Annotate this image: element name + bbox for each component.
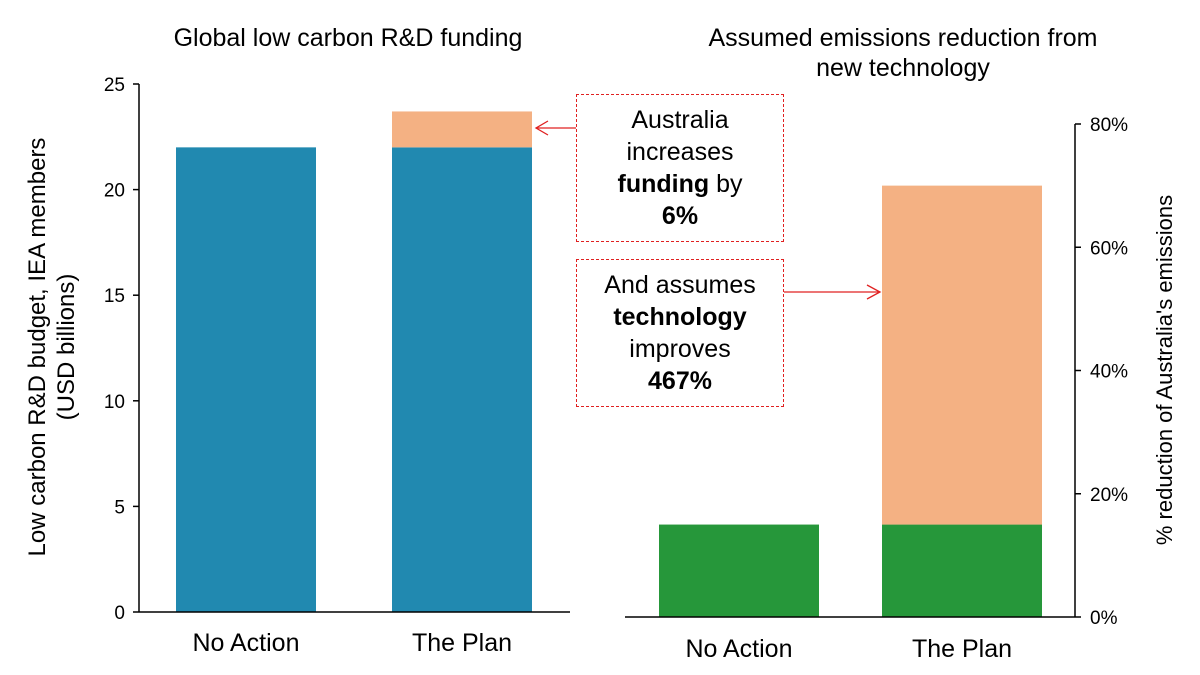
y-tick-label: 0% [1090, 608, 1118, 629]
funding-callout-line1: Australia [631, 106, 729, 134]
right-y-axis-label: % reduction of Australia's emissions [1152, 195, 1177, 545]
right-x-labels: No Action The Plan [685, 635, 1012, 663]
y-tick-label: 15 [104, 286, 125, 307]
right-y-ticks: 0% 20% 40% 60% 80% [1075, 115, 1128, 629]
technology-callout-line3: improves [629, 335, 731, 363]
x-tick-label: The Plan [912, 635, 1012, 663]
bar-no-action-series-0 [659, 524, 819, 617]
bar-the-plan-series-1 [392, 111, 532, 148]
funding-callout: Australia increases funding by 6% [576, 94, 784, 242]
technology-callout: And assumes technology improves 467% [576, 259, 784, 407]
bar-the-plan-series-1 [882, 185, 1042, 525]
funding-callout-value: 6% [661, 202, 699, 230]
x-tick-label: No Action [192, 629, 299, 657]
x-tick-label: The Plan [412, 629, 512, 657]
funding-callout-line2: increases [626, 138, 734, 166]
bar-no-action-series-0 [176, 147, 316, 613]
y-tick-label: 5 [114, 497, 125, 518]
funding-callout-after-bold: by [709, 170, 743, 198]
left-y-ticks: 0 5 10 15 20 25 [104, 75, 139, 624]
y-tick-label: 10 [104, 392, 125, 413]
y-tick-label: 0 [114, 603, 125, 624]
funding-callout-bold: funding [617, 170, 710, 198]
y-tick-label: 60% [1090, 238, 1128, 259]
x-tick-label: No Action [685, 635, 792, 663]
right-chart-title-line2: new technology [816, 54, 990, 82]
left-bars [176, 111, 532, 613]
callout-arrows [534, 120, 882, 300]
technology-arrow-head [866, 284, 882, 300]
technology-callout-bold: technology [613, 303, 747, 331]
y-tick-label: 20 [104, 181, 125, 202]
bar-the-plan-series-0 [882, 524, 1042, 617]
left-x-labels: No Action The Plan [192, 629, 512, 657]
left-y-axis-label-line2: (USD billions) [53, 274, 80, 421]
bar-the-plan-series-0 [392, 147, 532, 613]
right-chart-title-line1: Assumed emissions reduction from [708, 24, 1097, 52]
y-tick-label: 25 [104, 75, 125, 96]
y-tick-label: 20% [1090, 485, 1128, 506]
left-chart-title: Global low carbon R&D funding [174, 24, 523, 52]
y-tick-label: 40% [1090, 362, 1128, 383]
technology-callout-line1: And assumes [604, 271, 756, 299]
left-y-axis-label-line1: Low carbon R&D budget, IEA members [24, 138, 51, 557]
funding-arrow-head [534, 120, 549, 136]
technology-callout-value: 467% [648, 367, 712, 395]
y-tick-label: 80% [1090, 115, 1128, 136]
right-bars [659, 185, 1042, 617]
funding-callout-line3: funding by [618, 168, 743, 200]
left-chart: Global low carbon R&D funding Low carbon… [24, 24, 570, 657]
right-chart: Assumed emissions reduction from new tec… [625, 24, 1177, 663]
